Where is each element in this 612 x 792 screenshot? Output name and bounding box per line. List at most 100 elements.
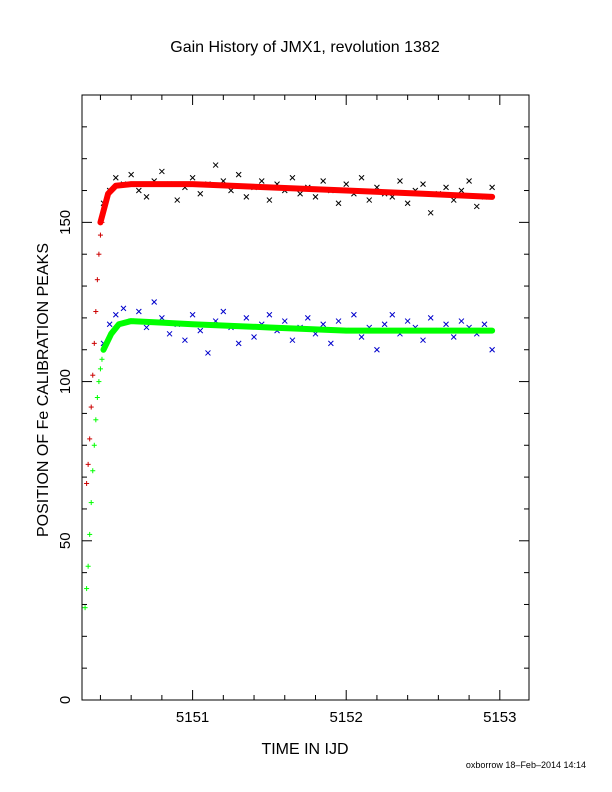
data-point — [281, 318, 288, 324]
data-point — [88, 404, 94, 410]
data-point — [88, 500, 94, 506]
data-point — [335, 318, 342, 324]
data-point — [87, 531, 93, 537]
x-tick-label: 5152 — [330, 709, 363, 726]
data-point — [189, 174, 196, 181]
data-point — [389, 311, 396, 318]
data-point — [243, 315, 250, 321]
x-marker-stroke — [251, 334, 257, 340]
axis-ticks — [82, 94, 529, 701]
x-marker-stroke — [189, 311, 196, 318]
data-point — [266, 197, 273, 203]
data-point — [320, 178, 327, 184]
data-point — [96, 379, 102, 385]
data-point — [91, 442, 97, 448]
x-marker-stroke — [389, 311, 396, 318]
data-point — [489, 184, 495, 191]
x-marker-stroke — [197, 190, 204, 197]
x-marker-stroke — [143, 194, 150, 200]
data-point — [205, 350, 211, 356]
data-point — [251, 334, 257, 340]
x-marker-stroke — [281, 318, 288, 324]
data-point — [489, 346, 495, 353]
data-point — [151, 299, 158, 305]
x-marker-stroke — [366, 197, 373, 203]
x-marker-stroke — [135, 308, 142, 315]
data-point — [351, 311, 357, 318]
x-marker-stroke — [404, 200, 411, 207]
x-marker-stroke — [143, 324, 150, 331]
x-marker-stroke — [258, 178, 265, 184]
data-point — [289, 174, 296, 181]
data-point — [112, 174, 119, 181]
x-marker-stroke — [197, 327, 204, 334]
x-marker-stroke — [189, 174, 196, 181]
x-marker-stroke — [135, 187, 142, 194]
y-tick-label: 0 — [57, 696, 74, 704]
x-marker-stroke — [320, 178, 327, 184]
data-point — [443, 184, 449, 191]
x-marker-stroke — [458, 187, 465, 194]
data-point — [97, 366, 103, 372]
data-point — [466, 178, 472, 184]
data-point — [397, 178, 403, 184]
x-marker-stroke — [381, 321, 388, 328]
data-point — [94, 277, 100, 283]
x-marker-stroke — [289, 337, 296, 344]
x-marker-stroke — [335, 200, 342, 207]
data-point — [427, 315, 434, 321]
y-tick-label: 150 — [57, 210, 74, 235]
data-point — [304, 315, 311, 321]
x-marker-stroke — [443, 184, 449, 191]
x-marker-stroke — [481, 321, 488, 328]
data-point — [243, 194, 250, 200]
data-point — [343, 181, 350, 188]
x-marker-stroke — [112, 174, 119, 181]
data-point — [235, 340, 242, 347]
x-marker-stroke — [343, 181, 350, 188]
data-point — [97, 232, 103, 238]
data-point — [228, 187, 234, 194]
x-marker-stroke — [243, 315, 250, 321]
data-point — [197, 327, 204, 334]
data-point — [106, 321, 113, 328]
data-point — [366, 197, 373, 203]
x-marker-stroke — [397, 178, 403, 184]
x-marker-stroke — [159, 315, 165, 321]
data-point — [420, 337, 426, 344]
x-marker-stroke — [489, 346, 495, 353]
x-marker-stroke — [220, 308, 227, 315]
x-marker-stroke — [289, 174, 296, 181]
x-marker-stroke — [151, 299, 158, 305]
plot-frame — [81, 94, 530, 701]
x-marker-stroke — [112, 311, 119, 318]
data-point — [82, 605, 88, 611]
data-point — [197, 190, 204, 197]
x-marker-stroke — [374, 346, 380, 353]
data-point — [112, 311, 119, 318]
data-point — [327, 340, 334, 347]
data-series — [82, 162, 496, 611]
data-point — [135, 308, 142, 315]
data-point — [258, 178, 265, 184]
data-point — [90, 468, 96, 474]
x-marker-stroke — [335, 318, 342, 324]
data-point — [235, 171, 242, 178]
x-marker-stroke — [427, 209, 434, 216]
data-point — [212, 162, 219, 168]
data-point — [312, 194, 319, 200]
data-point — [159, 315, 165, 321]
x-marker-stroke — [166, 330, 173, 337]
x-marker-stroke — [312, 194, 319, 200]
x-marker-stroke — [174, 197, 181, 203]
data-point — [91, 340, 97, 346]
data-point — [143, 194, 150, 200]
data-point — [358, 334, 365, 340]
x-marker-stroke — [128, 171, 135, 178]
data-point — [335, 200, 342, 207]
data-point — [166, 330, 173, 337]
x-marker-stroke — [228, 187, 234, 194]
x-axis-label: TIME IN IJD — [261, 741, 348, 758]
x-marker-stroke — [450, 334, 457, 340]
